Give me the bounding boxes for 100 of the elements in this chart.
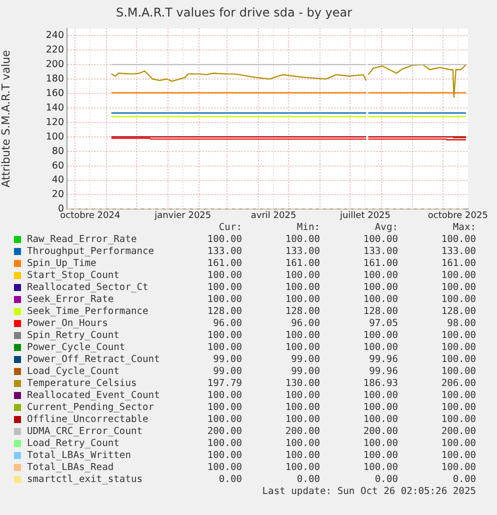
y-tick-label: 200 bbox=[46, 59, 64, 70]
text: 100.00 bbox=[206, 282, 242, 294]
y-tick-label: 80 bbox=[52, 146, 64, 157]
text: 161.00 bbox=[206, 258, 242, 270]
text: 100.00 bbox=[206, 234, 242, 246]
text: 100.00 bbox=[206, 342, 242, 354]
y-tick-label: 20 bbox=[52, 189, 64, 200]
text: 98.00 bbox=[446, 318, 476, 330]
y-tick-label: 240 bbox=[46, 30, 64, 42]
text: 100.00 bbox=[362, 330, 398, 342]
text: 96.00 bbox=[212, 318, 242, 330]
text: 96.00 bbox=[290, 318, 320, 330]
text: 100.00 bbox=[284, 390, 320, 402]
text: 100.00 bbox=[440, 402, 476, 414]
text: 100.00 bbox=[362, 462, 398, 474]
legend-label: Load_Retry_Count bbox=[26, 438, 120, 450]
legend-label: Start_Stop_Count bbox=[26, 270, 120, 282]
text: 100.00 bbox=[362, 390, 398, 402]
legend-label: Power_Cycle_Count bbox=[26, 342, 126, 354]
legend-label: Power_On_Hours bbox=[26, 318, 109, 330]
legend-label: Raw_Read_Error_Rate bbox=[26, 234, 138, 246]
text: 128.00 bbox=[362, 306, 398, 318]
text: 200.00 bbox=[362, 426, 398, 438]
text: 133.00 bbox=[206, 246, 242, 258]
text: 99.00 bbox=[290, 366, 320, 378]
text: 100.00 bbox=[440, 414, 476, 426]
legend-label: Reallocated_Event_Count bbox=[26, 390, 161, 402]
legend-label: UDMA_CRC_Error_Count bbox=[26, 426, 144, 438]
text: 100.00 bbox=[440, 354, 476, 366]
text: 100.00 bbox=[440, 234, 476, 246]
text: 100.00 bbox=[284, 294, 320, 306]
text: 100.00 bbox=[284, 342, 320, 354]
x-tick-label: juillet 2025 bbox=[338, 210, 391, 221]
text: 100.00 bbox=[440, 342, 476, 354]
y-tick-label: 180 bbox=[46, 73, 64, 84]
y-tick-label: 40 bbox=[52, 174, 64, 186]
x-tick-label: octobre 2025 bbox=[428, 210, 488, 221]
text: 99.00 bbox=[290, 354, 320, 366]
text: 100.00 bbox=[206, 294, 242, 306]
text: 100.00 bbox=[206, 330, 242, 342]
legend-label: Spin_Retry_Count bbox=[26, 330, 120, 342]
text: 161.00 bbox=[284, 258, 320, 270]
text: 100.00 bbox=[206, 402, 242, 414]
text: 0.00 bbox=[218, 474, 242, 486]
text: 100.00 bbox=[362, 282, 398, 294]
text: 100.00 bbox=[284, 282, 320, 294]
text: 100.00 bbox=[206, 414, 242, 426]
text: 200.00 bbox=[206, 426, 242, 438]
text: 100.00 bbox=[440, 390, 476, 402]
text: 100.00 bbox=[440, 450, 476, 462]
text: 100.00 bbox=[362, 234, 398, 246]
legend-label: Seek_Error_Rate bbox=[26, 294, 115, 306]
legend-label: Total_LBAs_Read bbox=[26, 462, 115, 474]
text: 100.00 bbox=[440, 438, 476, 450]
text: 100.00 bbox=[440, 282, 476, 294]
text: 206.00 bbox=[440, 378, 476, 390]
chart-title: S.M.A.R.T values for drive sda - by year bbox=[116, 5, 352, 20]
text: 128.00 bbox=[284, 306, 320, 318]
y-tick-label: 160 bbox=[46, 88, 64, 99]
text: 186.93 bbox=[362, 378, 398, 390]
legend-label: Reallocated_Sector_Ct bbox=[26, 282, 150, 294]
x-tick-label: octobre 2024 bbox=[60, 210, 120, 221]
legend-label: Spin_Up_Time bbox=[26, 258, 98, 270]
text: 97.05 bbox=[368, 318, 398, 330]
text: 100.00 bbox=[206, 270, 242, 282]
text: 133.00 bbox=[284, 246, 320, 258]
text: 0.00 bbox=[374, 474, 398, 486]
text: 100.00 bbox=[362, 270, 398, 282]
text: 99.00 bbox=[212, 354, 242, 366]
text: 200.00 bbox=[440, 426, 476, 438]
text: 161.00 bbox=[362, 258, 398, 270]
y-tick-label: 120 bbox=[46, 116, 64, 128]
text: 100.00 bbox=[362, 414, 398, 426]
text: 197.79 bbox=[206, 378, 242, 390]
text: 100.00 bbox=[206, 450, 242, 462]
legend-label: Total_LBAs_Written bbox=[26, 450, 132, 462]
text: 100.00 bbox=[440, 270, 476, 282]
text: 99.00 bbox=[212, 366, 242, 378]
y-axis-title: Attribute S.M.A.R.T value bbox=[0, 50, 12, 188]
text: Last update: Sun Oct 26 02:05:26 2025 bbox=[261, 486, 476, 498]
legend-label: smartctl_exit_status bbox=[26, 474, 144, 486]
text: 100.00 bbox=[284, 402, 320, 414]
text: 100.00 bbox=[440, 366, 476, 378]
text: Avg: bbox=[374, 222, 398, 234]
legend-label: Load_Cycle_Count bbox=[26, 366, 120, 378]
text: 99.96 bbox=[368, 366, 398, 378]
x-tick-label: avril 2025 bbox=[250, 210, 296, 221]
text: 100.00 bbox=[284, 270, 320, 282]
legend-label: Seek_Time_Performance bbox=[26, 306, 150, 318]
text: 100.00 bbox=[284, 414, 320, 426]
text: 161.00 bbox=[440, 258, 476, 270]
text: 100.00 bbox=[206, 462, 242, 474]
text: 100.00 bbox=[362, 450, 398, 462]
text: 100.00 bbox=[206, 390, 242, 402]
text: Min: bbox=[296, 222, 320, 234]
y-tick-label: 140 bbox=[46, 102, 64, 114]
text: 128.00 bbox=[206, 306, 242, 318]
text: 100.00 bbox=[362, 294, 398, 306]
text: 100.00 bbox=[362, 438, 398, 450]
legend-label: Throughput_Performance bbox=[26, 246, 156, 258]
